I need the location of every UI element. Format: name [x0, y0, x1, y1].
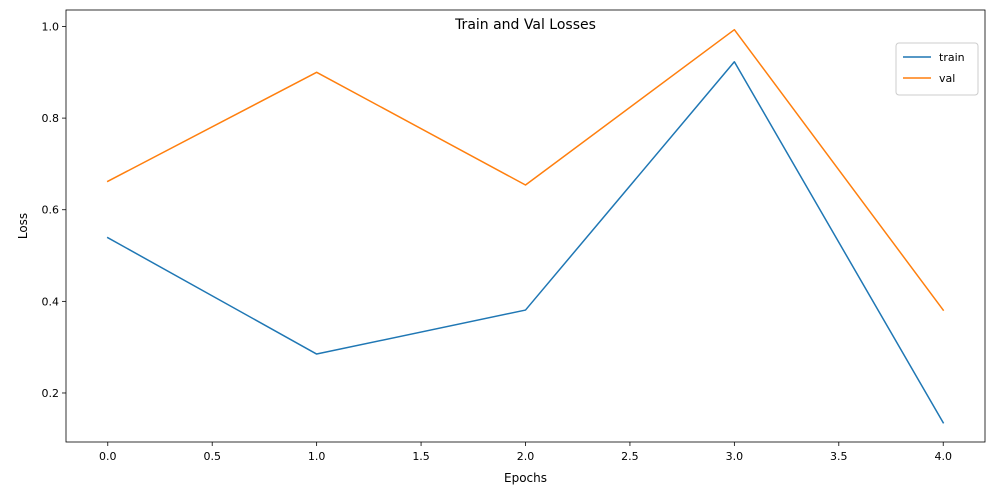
x-tick-label: 1.0 — [308, 450, 326, 463]
series-line-train — [106, 61, 945, 424]
y-tick-label: 0.2 — [42, 387, 60, 400]
x-tick-label: 0.0 — [99, 450, 117, 463]
series-line-val — [106, 28, 945, 312]
y-axis-label: Loss — [16, 213, 30, 239]
x-tick-label: 1.5 — [412, 450, 430, 463]
y-tick-label: 0.6 — [42, 204, 60, 217]
y-tick-label: 0.4 — [42, 295, 60, 308]
x-tick-label: 2.0 — [517, 450, 535, 463]
y-tick-label: 0.8 — [42, 112, 60, 125]
x-tick-label: 2.5 — [621, 450, 639, 463]
legend: train val — [895, 42, 979, 96]
y-axis-ticks: 0.2 0.4 0.6 0.8 1.0 — [42, 20, 66, 400]
legend-label-train: train — [939, 51, 965, 64]
series-layer — [106, 28, 945, 424]
x-tick-label: 3.0 — [726, 450, 744, 463]
x-axis-label: Epochs — [504, 471, 547, 485]
x-tick-label: 3.5 — [830, 450, 848, 463]
x-tick-label: 0.5 — [203, 450, 221, 463]
chart-title: Train and Val Losses — [454, 17, 596, 33]
x-axis-ticks: 0.0 0.5 1.0 1.5 2.0 2.5 3.0 3.5 4.0 — [99, 442, 952, 463]
legend-label-val: val — [939, 72, 955, 85]
x-tick-label: 4.0 — [934, 450, 952, 463]
y-tick-label: 1.0 — [42, 20, 60, 33]
legend-box — [895, 42, 979, 96]
legend-entries: train val — [903, 51, 965, 85]
